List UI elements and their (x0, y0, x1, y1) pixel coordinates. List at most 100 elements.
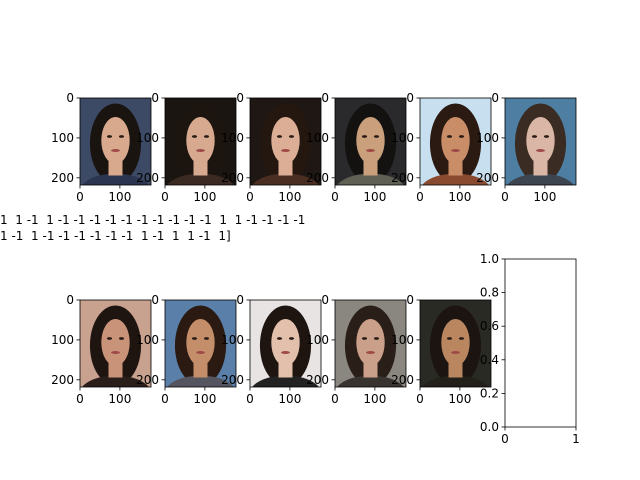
face-shoulders (82, 375, 149, 387)
face-mouth (451, 351, 460, 354)
y-tick-200-label: 200 (51, 171, 74, 185)
x-tick-0-label: 0 (331, 392, 339, 406)
y-tick-100-label: 100 (51, 333, 74, 347)
face-shoulders (422, 173, 489, 185)
y-tick-200-label: 200 (306, 171, 329, 185)
y-tick-200-label: 200 (221, 373, 244, 387)
y-tick-200-label: 200 (136, 171, 159, 185)
axes-frame (164, 299, 237, 388)
face-eye-right (118, 337, 125, 340)
face-skin (526, 117, 555, 164)
face-eye-right (203, 135, 210, 138)
y-tick-0-label: 0 (151, 293, 159, 307)
y-tick-100-label: 100 (136, 131, 159, 145)
y-tick-1.0-label: 1.0 (480, 252, 499, 266)
face-eye-left (446, 135, 453, 138)
face-skin (101, 117, 130, 164)
x-tick-100-label: 100 (448, 392, 471, 406)
y-tick-200-label: 200 (136, 373, 159, 387)
axes-frame (249, 97, 322, 186)
x-tick-100-label: 100 (193, 392, 216, 406)
face-shoulders (167, 375, 234, 387)
y-tick-100-label: 100 (136, 333, 159, 347)
face-shoulders (167, 173, 234, 185)
x-tick-0-label: 0 (416, 190, 424, 204)
face-eye-right (373, 337, 380, 340)
x-tick-100-label: 100 (533, 190, 556, 204)
y-tick-0.6-label: 0.6 (480, 319, 499, 333)
face-mouth (196, 149, 205, 152)
y-tick-0-label: 0 (406, 293, 414, 307)
face-eye-left (191, 135, 198, 138)
y-tick-200-label: 200 (306, 373, 329, 387)
subplot-face-5: 0 100 0 100 200 (391, 91, 492, 204)
y-tick-100-label: 100 (391, 333, 414, 347)
subplot-face-1: 0 100 0 100 200 (51, 91, 152, 204)
subplot-face-2: 0 100 0 100 200 (136, 91, 237, 204)
face-shoulders (82, 173, 149, 185)
y-tick-200-label: 200 (391, 171, 414, 185)
y-tick-200-label: 200 (391, 373, 414, 387)
face-eye-left (361, 337, 368, 340)
axes-frame (334, 97, 407, 186)
x-tick-0-label: 0 (76, 392, 84, 406)
axes-frame (79, 299, 152, 388)
y-tick-100-label: 100 (391, 131, 414, 145)
subplot-blank: 0 1 0.0 0.2 0.4 0.6 0.8 1.0 (480, 252, 580, 446)
y-tick-100-label: 100 (221, 333, 244, 347)
axes-frame (79, 97, 152, 186)
y-tick-0-label: 0 (321, 91, 329, 105)
face-eye-right (288, 337, 295, 340)
face-skin (186, 319, 215, 366)
x-tick-0-label: 0 (501, 190, 509, 204)
face-eye-right (458, 135, 465, 138)
face-eye-left (531, 135, 538, 138)
axes-frame (334, 299, 407, 388)
face-eye-right (203, 337, 210, 340)
face-shoulders (252, 375, 319, 387)
y-tick-0.0-label: 0.0 (480, 420, 499, 434)
y-tick-100-label: 100 (221, 131, 244, 145)
subplot-face-3: 0 100 0 100 200 (221, 91, 322, 204)
y-tick-0-label: 0 (236, 293, 244, 307)
y-tick-100-label: 100 (476, 131, 499, 145)
face-mouth (281, 351, 290, 354)
face-eye-left (106, 337, 113, 340)
x-tick-100-label: 100 (278, 392, 301, 406)
face-skin (441, 319, 470, 366)
x-tick-0-label: 0 (76, 190, 84, 204)
face-eye-left (276, 337, 283, 340)
face-shoulders (507, 173, 574, 185)
axes-frame (504, 97, 577, 186)
y-tick-0-label: 0 (236, 91, 244, 105)
y-tick-0-label: 0 (321, 293, 329, 307)
x-tick-100-label: 100 (193, 190, 216, 204)
face-mouth (366, 351, 375, 354)
face-mouth (451, 149, 460, 152)
face-eye-left (191, 337, 198, 340)
subplot-face-11: 0 100 0 100 200 (391, 293, 492, 406)
x-tick-100-label: 100 (363, 392, 386, 406)
x-tick-0-label: 0 (161, 190, 169, 204)
face-skin (356, 117, 385, 164)
x-tick-1-label: 1 (572, 432, 580, 446)
y-tick-0-label: 0 (66, 91, 74, 105)
subplot-face-10: 0 100 0 100 200 (306, 293, 407, 406)
face-skin (356, 319, 385, 366)
y-tick-0-label: 0 (66, 293, 74, 307)
x-tick-100-label: 100 (108, 392, 131, 406)
face-eye-left (446, 337, 453, 340)
axes-frame (504, 258, 577, 428)
face-eye-left (276, 135, 283, 138)
subplot-face-6: 0 100 0 100 200 (476, 91, 577, 204)
y-tick-0-label: 0 (491, 91, 499, 105)
face-shoulders (252, 173, 319, 185)
x-tick-100-label: 100 (108, 190, 131, 204)
axes-frame (419, 299, 492, 388)
axes-frame (164, 97, 237, 186)
subplot-face-9: 0 100 0 100 200 (221, 293, 322, 406)
caption-line-1: 1 1 -1 1 -1 -1 -1 -1 -1 -1 -1 -1 -1 -1 1… (0, 213, 306, 227)
face-shoulders (422, 375, 489, 387)
y-tick-0.8-label: 0.8 (480, 286, 499, 300)
face-shoulders (337, 173, 404, 185)
